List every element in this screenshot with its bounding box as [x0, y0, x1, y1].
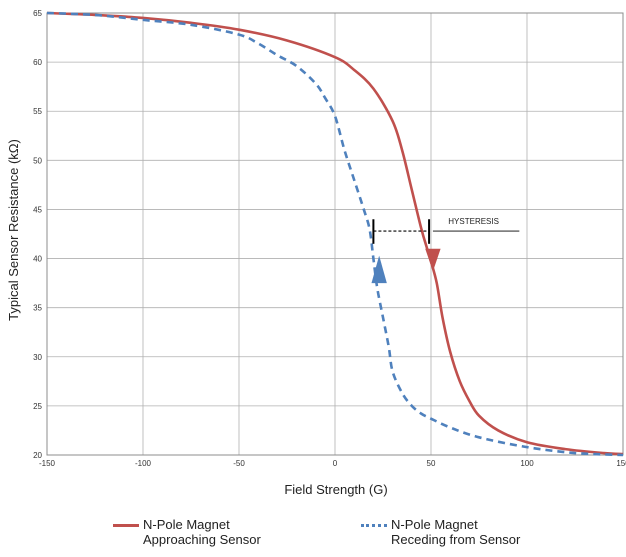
x-tick-label: -50: [233, 459, 245, 468]
x-tick-label: 100: [520, 459, 534, 468]
y-tick-labels: 20 25 30 35 40 45 50 55 60 65: [33, 9, 42, 460]
y-tick-label: 65: [33, 9, 42, 18]
legend-item-approaching: N-Pole Magnet Approaching Sensor: [113, 517, 261, 547]
legend-swatch-solid: [113, 524, 139, 527]
grid-lines: [46, 12, 624, 456]
legend-item-receding: N-Pole Magnet Receding from Sensor: [361, 517, 520, 547]
y-tick-label: 20: [33, 451, 42, 460]
series-arrow-approaching: [425, 248, 441, 272]
x-tick-label: 50: [427, 459, 436, 468]
series-arrow-receding: [371, 255, 387, 284]
x-tick-label: -100: [135, 459, 152, 468]
hysteresis-label: HYSTERESIS: [448, 217, 499, 226]
legend-swatch-dotted: [361, 524, 387, 527]
series-line-approaching: [46, 11, 624, 456]
y-tick-label: 35: [33, 304, 42, 313]
legend-label-approaching: N-Pole Magnet Approaching Sensor: [143, 517, 261, 547]
chart: -150 -100 -50 0 50 100 150 20 25 30 35 40 45 50 55 60 6…: [6, 9, 626, 497]
x-tick-label: 150: [616, 459, 626, 468]
hysteresis-annotation: HYSTERESIS: [372, 217, 520, 244]
x-tick-label: -150: [39, 459, 56, 468]
x-tick-label: 0: [333, 459, 338, 468]
y-axis-title: Typical Sensor Resistance (kΩ): [6, 139, 21, 321]
plot-frame: [46, 12, 624, 456]
legend-label-receding: N-Pole Magnet Receding from Sensor: [391, 517, 521, 547]
y-tick-label: 55: [33, 107, 42, 116]
series-group: [46, 11, 624, 457]
y-tick-label: 40: [33, 255, 42, 264]
series-line-receding: [46, 11, 624, 457]
plot-border: [46, 12, 624, 456]
y-tick-label: 50: [33, 156, 42, 165]
y-tick-label: 60: [33, 58, 42, 67]
y-tick-label: 30: [33, 353, 42, 362]
y-tick-label: 45: [33, 205, 42, 214]
y-tick-label: 25: [33, 402, 42, 411]
x-axis-title: Field Strength (G): [284, 482, 387, 497]
x-tick-labels: -150 -100 -50 0 50 100 150: [39, 459, 626, 468]
